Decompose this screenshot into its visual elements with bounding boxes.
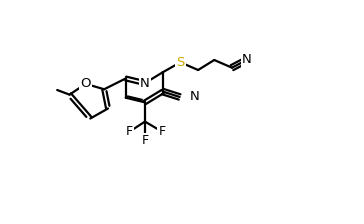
Text: N: N bbox=[190, 90, 200, 103]
Text: F: F bbox=[141, 134, 149, 147]
Text: N: N bbox=[242, 54, 252, 67]
Text: S: S bbox=[176, 56, 185, 69]
Text: F: F bbox=[126, 125, 133, 138]
Text: F: F bbox=[158, 125, 166, 138]
Text: N: N bbox=[140, 77, 150, 90]
Text: O: O bbox=[80, 77, 91, 90]
